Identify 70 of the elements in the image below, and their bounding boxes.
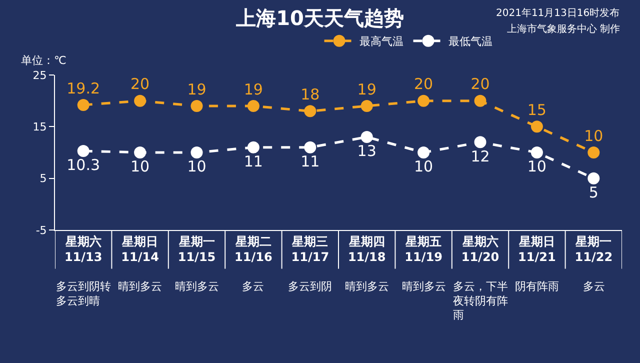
data-label: 5	[588, 183, 598, 202]
chart-title: 上海10天天气趋势	[235, 6, 404, 30]
data-label: 10	[527, 158, 546, 176]
data-label: 19	[357, 80, 376, 98]
legend-label: 最低气温	[448, 35, 492, 48]
text: 多云，下半夜转阴有阵雨	[453, 280, 508, 322]
data-label: 11	[300, 152, 320, 170]
data-label: 12	[470, 147, 490, 166]
text: 2021年11月13日16时发布	[496, 7, 620, 19]
text: 晴到多云	[345, 280, 389, 293]
point	[474, 136, 486, 148]
text: 多云到阴转多云到晴	[56, 280, 111, 308]
point	[190, 146, 203, 158]
point	[77, 144, 90, 157]
point	[474, 94, 486, 107]
point	[360, 131, 373, 143]
point	[530, 146, 543, 158]
data-label: 10	[187, 158, 206, 176]
x-tick-label: 星期三 11/17	[291, 234, 330, 264]
legend-label: 最高气温	[359, 35, 404, 48]
x-tick-label: 星期一 11/15	[178, 234, 216, 264]
x-tick-label: 星期一 11/22	[574, 234, 613, 264]
data-label: 11	[244, 152, 263, 170]
data-label: 19	[187, 80, 206, 98]
x-tick-label: 星期四 11/18	[348, 234, 386, 264]
x-tick-label: 星期日 11/21	[518, 234, 556, 264]
point	[418, 146, 430, 158]
text: 多云	[242, 280, 264, 293]
text: 晴到多云	[175, 280, 219, 293]
x-tick-label: 星期日 11/14	[121, 234, 159, 264]
point	[360, 100, 373, 112]
data-label: 20	[130, 75, 150, 94]
text: 多云	[583, 280, 605, 293]
data-label: 15	[527, 101, 546, 120]
point	[588, 146, 600, 158]
data-label: 10.3	[66, 156, 100, 174]
data-label: 20	[414, 75, 434, 94]
y-tick-label: -5	[36, 224, 47, 237]
text: 阴有阵雨	[515, 280, 559, 293]
point	[588, 172, 600, 184]
point	[418, 94, 430, 107]
point	[530, 120, 543, 133]
x-tick-label: 星期二 11/16	[234, 234, 272, 264]
x-tick-label: 星期六 11/20	[461, 234, 500, 264]
data-label: 19.2	[66, 79, 100, 98]
data-label: 20	[470, 75, 490, 94]
data-label: 13	[357, 142, 376, 160]
point	[77, 98, 90, 111]
y-tick-label: 5	[40, 172, 47, 186]
text: 晴到多云	[402, 280, 446, 293]
data-label: 10	[584, 126, 604, 145]
y-tick-label: 15	[32, 120, 47, 134]
point	[190, 100, 203, 112]
point	[134, 94, 146, 107]
x-tick-label: 星期六 11/13	[64, 234, 102, 264]
data-label: 10	[130, 158, 150, 176]
data-label: 18	[300, 86, 320, 104]
point	[134, 146, 146, 158]
x-tick-label: 星期五 11/19	[404, 234, 442, 264]
text: 上海市气象服务中心 制作	[507, 23, 620, 35]
text: 晴到多云	[118, 280, 162, 293]
y-axis-title: 单位：℃	[21, 54, 66, 67]
data-label: 19	[244, 80, 263, 98]
data-label: 10	[414, 158, 434, 176]
point	[304, 105, 316, 118]
text: 多云到阴	[288, 280, 332, 293]
y-tick-label: 25	[32, 68, 47, 82]
point	[247, 100, 260, 112]
point	[304, 141, 316, 154]
point	[247, 141, 260, 154]
